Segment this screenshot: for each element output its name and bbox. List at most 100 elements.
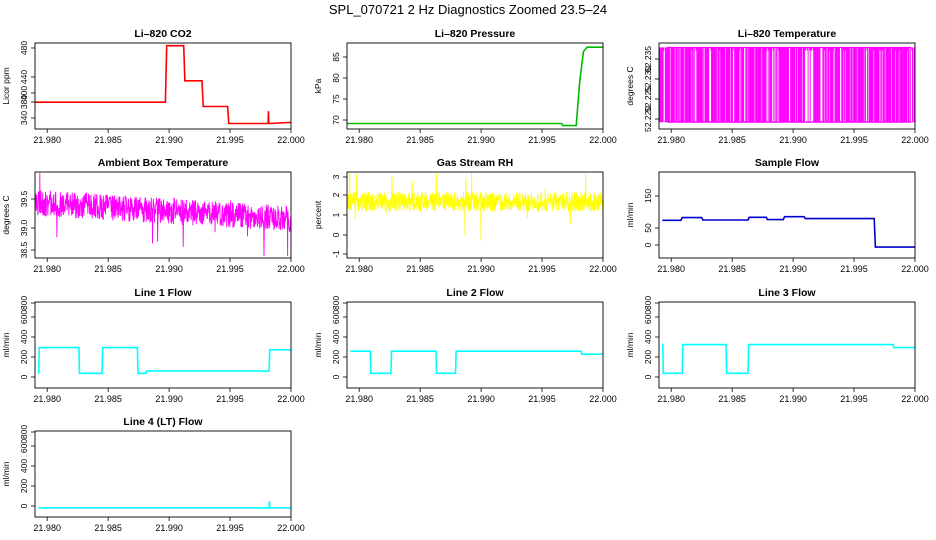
data-point <box>267 110 269 113</box>
x-tick-label: 21.990 <box>467 135 495 145</box>
data-point <box>747 372 749 374</box>
y-tick-label: 340 <box>19 111 29 125</box>
data-point <box>586 46 588 48</box>
panel-title: Sample Flow <box>755 157 820 169</box>
data-point <box>662 372 664 374</box>
y-tick-label: 52.230 <box>643 66 653 92</box>
y-tick-label: 52.220 <box>643 106 653 132</box>
x-tick-label: 21.990 <box>155 394 183 404</box>
data-point <box>782 219 784 221</box>
plot-frame <box>658 171 916 259</box>
x-tick-label: 21.990 <box>779 135 807 145</box>
plot-frame <box>346 42 604 130</box>
data-point <box>681 372 683 374</box>
data-point <box>436 372 438 374</box>
data-point <box>702 219 704 221</box>
y-tick-label: 1 <box>331 212 341 217</box>
x-tick-label: 22.000 <box>901 135 929 145</box>
panel-title: Line 2 Flow <box>446 287 504 299</box>
data-point <box>682 344 684 346</box>
data-point <box>680 219 682 221</box>
data-point <box>228 122 230 125</box>
data-point <box>748 216 750 218</box>
chart-panel-line-2-flow: Line 2 Flow ml/min 21.980 21.985 21.990 21.99… <box>313 287 617 404</box>
y-tick-label: 0 <box>643 242 653 247</box>
y-tick-label: 52.235 <box>643 46 653 72</box>
plot-frame <box>34 430 292 518</box>
data-point <box>390 372 392 374</box>
data-point <box>268 501 270 503</box>
plot-frame <box>34 171 292 259</box>
chart-panel-li-820-co2: Li–820 CO2 Licor ppm 21.980 21.985 21.990 21.… <box>1 28 305 145</box>
y-axis-label: degrees C <box>1 195 11 234</box>
data-point <box>435 350 437 352</box>
x-tick-label: 21.995 <box>216 394 244 404</box>
y-tick-label: 0 <box>19 503 29 508</box>
y-axis-label: percent <box>313 200 323 229</box>
data-point <box>873 218 875 220</box>
data-point <box>136 347 138 349</box>
data-point <box>748 344 750 346</box>
y-tick-label: 38.5 <box>19 241 29 258</box>
series-line <box>347 46 603 127</box>
y-tick-label: 0 <box>331 374 341 379</box>
x-tick-label: 21.980 <box>657 394 685 404</box>
data-point <box>268 370 270 372</box>
x-tick-label: 21.995 <box>216 523 244 533</box>
data-point <box>874 246 877 248</box>
data-point <box>455 350 457 352</box>
series-line <box>38 501 291 509</box>
data-point <box>201 80 203 82</box>
y-tick-label: 0 <box>643 374 653 379</box>
y-tick-label: 200 <box>19 350 29 364</box>
x-tick-label: 21.990 <box>155 523 183 533</box>
data-point <box>145 370 148 372</box>
y-tick-label: 800 <box>643 296 653 310</box>
data-point <box>580 350 582 352</box>
y-axis-label: ml/min <box>1 332 11 357</box>
y-tick-label: 150 <box>643 189 653 203</box>
data-point <box>269 349 271 351</box>
y-tick-label: 0 <box>331 232 341 237</box>
data-point <box>202 105 204 108</box>
data-point <box>137 372 139 374</box>
data-point <box>101 372 103 374</box>
x-tick-label: 21.995 <box>216 135 244 145</box>
y-tick-label: 400 <box>19 459 29 473</box>
y-tick-label: 39.5 <box>19 190 29 207</box>
data-point <box>38 372 40 374</box>
panel-title: Li–820 Pressure <box>435 28 516 40</box>
y-tick-label: 400 <box>331 330 341 344</box>
data-point <box>390 350 393 352</box>
data-point <box>164 101 166 103</box>
y-axis-label: ml/min <box>625 202 635 227</box>
series-line <box>347 172 603 241</box>
x-tick-label: 21.980 <box>33 135 61 145</box>
x-tick-label: 21.990 <box>467 264 495 274</box>
data-point <box>662 343 664 345</box>
y-tick-label: 800 <box>331 296 341 310</box>
chart-panel-li-820-temperature: Li–820 Temperature degrees C 21.980 21.985 2… <box>625 28 929 145</box>
x-tick-label: 21.985 <box>94 264 122 274</box>
y-tick-label: 400 <box>643 330 653 344</box>
panel-title: Li–820 CO2 <box>134 28 191 40</box>
data-point <box>183 45 185 47</box>
x-tick-label: 21.985 <box>94 523 122 533</box>
series-line <box>35 44 291 125</box>
x-tick-label: 21.980 <box>657 264 685 274</box>
chart-panel-line-3-flow: Line 3 Flow ml/min 21.980 21.985 21.990 21.99… <box>625 287 929 404</box>
data-point <box>893 347 895 349</box>
plot-frame <box>34 42 292 130</box>
data-point <box>38 507 40 509</box>
data-point <box>725 344 727 346</box>
data-point <box>582 50 585 53</box>
panel-title: Line 4 (LT) Flow <box>123 416 203 428</box>
x-tick-label: 21.995 <box>840 394 868 404</box>
y-tick-label: 200 <box>643 350 653 364</box>
data-point <box>766 219 769 221</box>
chart-panel-line-4-lt-flow: Line 4 (LT) Flow ml/min 21.980 21.985 21.990… <box>1 416 305 533</box>
panel-title: Line 3 Flow <box>758 287 816 299</box>
y-axis-label: Licor ppm <box>1 67 11 104</box>
data-point <box>268 122 270 125</box>
